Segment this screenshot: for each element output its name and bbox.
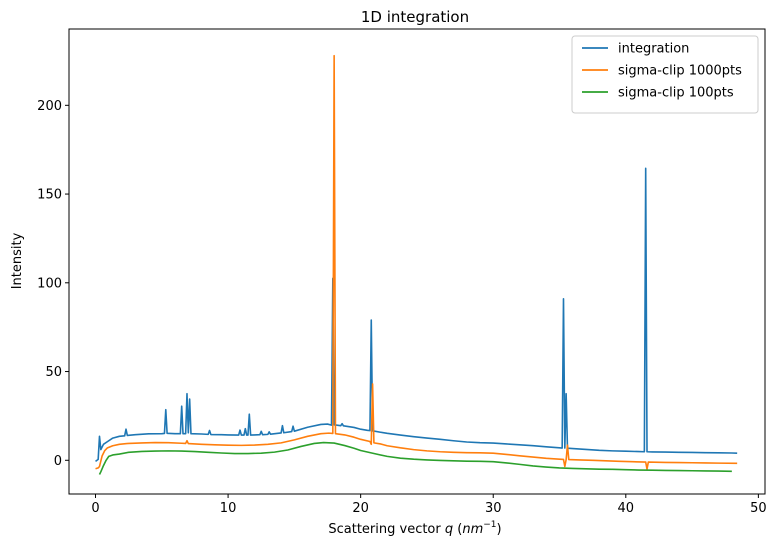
x-tick-label: 0 [91,501,99,516]
x-tick-label: 40 [618,501,635,516]
x-tick-label: 30 [485,501,502,516]
series-layer [95,54,738,475]
series-line-2 [95,54,738,470]
series-line-3 [98,441,732,475]
legend-label-1: integration [618,42,689,57]
x-axis-label-unit-open: ( [457,522,462,537]
legend-box [571,35,759,114]
x-axis-label-unit-exponent: −1 [483,520,496,530]
y-tick-label: 200 [37,99,62,114]
legend: integration sigma-clip 1000pts sigma-clip … [571,35,759,114]
y-tick-label: 100 [37,276,62,291]
x-tick-label: 20 [352,501,369,516]
y-axis-ticks: 0 50 100 150 200 [37,99,69,469]
legend-entries: integration sigma-clip 1000pts sigma-clip … [582,42,742,101]
y-axis-label: Intensity [10,232,25,289]
x-axis-label-unit: nm [462,522,483,537]
y-tick-label: 0 [54,454,62,469]
x-tick-label: 10 [220,501,237,516]
y-tick-label: 150 [37,188,62,203]
x-axis-label-text: Scattering vector [328,522,441,537]
legend-label-2: sigma-clip 1000pts [618,64,742,79]
x-axis-ticks: 0 10 20 30 40 50 [91,494,767,516]
x-axis-label-variable: q [445,522,453,537]
x-tick-label: 50 [750,501,767,516]
plot-frame [68,28,766,495]
x-axis-label-unit-close: ) [497,522,502,537]
series-line-1 [95,167,738,462]
x-axis-label: Scattering vector q (nm−1) [328,520,501,537]
y-tick-label: 50 [45,365,62,380]
legend-label-3: sigma-clip 100pts [618,86,734,101]
chart-title: 1D integration [361,8,469,26]
